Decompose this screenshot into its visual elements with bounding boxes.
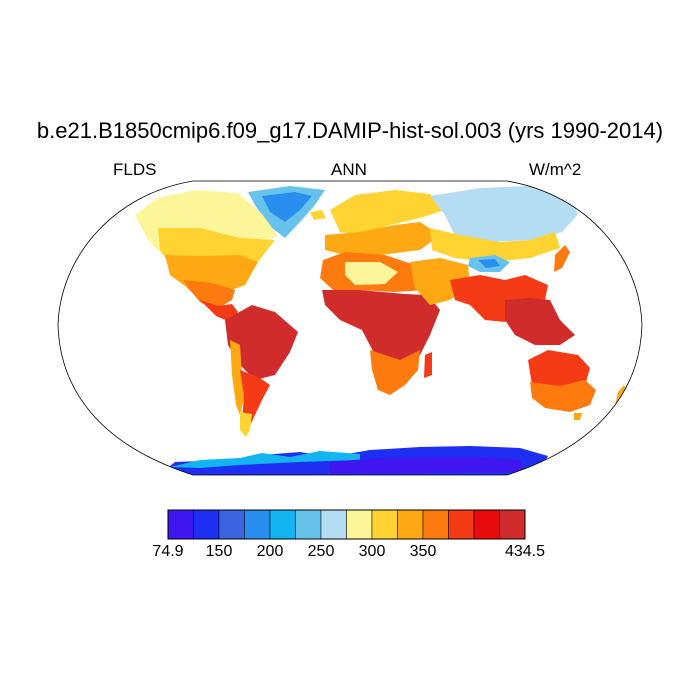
colorbar-swatch bbox=[218, 509, 245, 540]
colorbar-swatch bbox=[371, 509, 398, 540]
colorbar-swatch bbox=[193, 509, 220, 540]
madagascar bbox=[424, 352, 432, 378]
europe-south bbox=[325, 222, 440, 255]
colorbar-swatch bbox=[269, 509, 296, 540]
antarctica-coast bbox=[170, 451, 360, 468]
antarctica-interior bbox=[330, 457, 525, 474]
tasmania bbox=[574, 413, 582, 420]
season-label: ANN bbox=[331, 160, 367, 179]
south-asia bbox=[450, 275, 548, 322]
colorbar-swatch bbox=[422, 509, 449, 540]
europe-north bbox=[330, 190, 445, 235]
siberia bbox=[430, 186, 578, 242]
south-america-andes bbox=[230, 340, 245, 415]
colorbar-swatch bbox=[448, 509, 475, 540]
mexico-region bbox=[183, 280, 235, 310]
africa-south bbox=[370, 350, 420, 395]
iceland bbox=[310, 210, 326, 220]
central-asia bbox=[430, 228, 560, 262]
north-america-south bbox=[165, 255, 258, 300]
colorbar-swatch bbox=[499, 509, 526, 540]
tibet-core bbox=[478, 259, 500, 268]
sahara bbox=[345, 262, 398, 285]
plot-title: b.e21.B1850cmip6.f09_g17.DAMIP-hist-sol.… bbox=[36, 118, 664, 143]
colorbar-tick-label: 74.9 bbox=[152, 543, 184, 560]
colorbar-swatch bbox=[346, 509, 373, 540]
map-boundary bbox=[57, 180, 643, 476]
southeast-asia bbox=[505, 298, 575, 345]
colorbar-tick-label: 300 bbox=[358, 543, 386, 560]
patagonia bbox=[240, 412, 252, 437]
australia-south bbox=[530, 380, 596, 412]
central-america bbox=[200, 300, 238, 322]
colorbar-tick-label: 434.5 bbox=[504, 543, 546, 560]
colorbar-swatch bbox=[295, 509, 322, 540]
africa-central bbox=[322, 290, 440, 370]
colorbar-swatch bbox=[167, 509, 194, 540]
colorbar-tick-label: 350 bbox=[409, 543, 437, 560]
colorbar-swatch bbox=[473, 509, 500, 540]
colorbar-tick-label: 200 bbox=[256, 543, 284, 560]
colorbar-swatch bbox=[244, 509, 271, 540]
greenland-interior bbox=[262, 192, 312, 222]
south-america-north bbox=[225, 305, 298, 380]
colorbar-tick-label: 150 bbox=[205, 543, 233, 560]
japan bbox=[554, 245, 570, 272]
colorbar-tick-label: 250 bbox=[307, 543, 335, 560]
variable-label: FLDS bbox=[113, 160, 157, 179]
units-label: W/m^2 bbox=[529, 160, 582, 179]
colorbar-swatch bbox=[397, 509, 424, 540]
australia-north bbox=[528, 350, 590, 388]
colorbar-swatch bbox=[320, 509, 347, 540]
colorbar-frame bbox=[167, 509, 526, 540]
